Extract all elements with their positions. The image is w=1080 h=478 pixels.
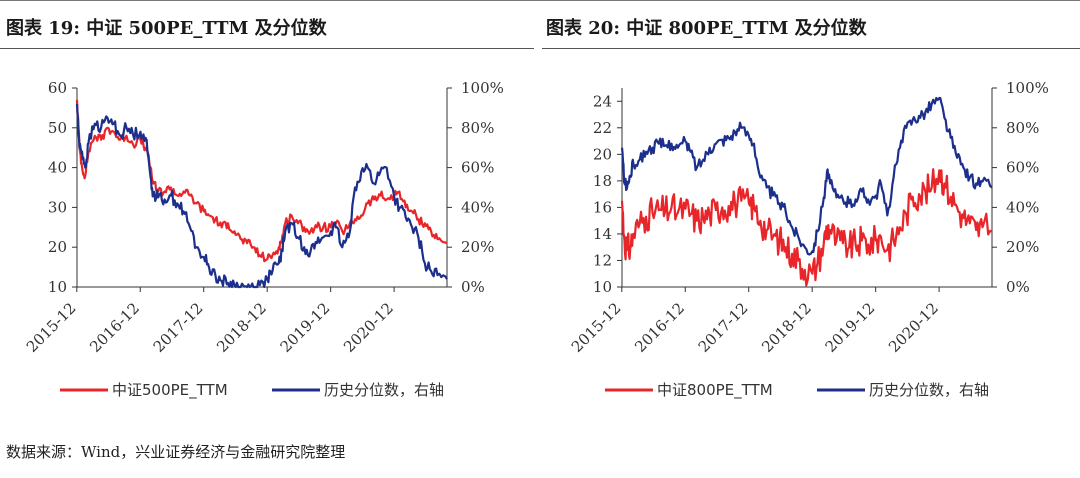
title-underline-right bbox=[542, 48, 1080, 49]
x-tick-label: 2019-12 bbox=[822, 299, 879, 356]
y-left-tick-label: 10 bbox=[593, 278, 612, 296]
y-left-tick-label: 10 bbox=[48, 278, 67, 296]
y-left-tick-label: 12 bbox=[593, 251, 612, 269]
y-left-tick-label: 14 bbox=[593, 225, 612, 243]
x-tick-label: 2020-12 bbox=[885, 299, 942, 356]
y-left-tick-label: 22 bbox=[593, 119, 612, 137]
x-tick-label: 2016-12 bbox=[631, 299, 688, 356]
title-underline-left bbox=[0, 48, 534, 49]
x-tick-label: 2019-12 bbox=[277, 299, 334, 356]
x-tick-label: 2017-12 bbox=[695, 299, 752, 356]
y-left-tick-label: 50 bbox=[48, 119, 67, 137]
y-left-tick-label: 24 bbox=[593, 92, 612, 110]
y-left-tick-label: 60 bbox=[48, 79, 67, 97]
y-left-tick-label: 16 bbox=[593, 198, 612, 216]
y-left-tick-label: 20 bbox=[48, 238, 67, 256]
legend-label-pe: 中证500PE_TTM bbox=[112, 381, 228, 400]
pe-series-line bbox=[75, 99, 448, 263]
x-tick-label: 2017-12 bbox=[150, 299, 207, 356]
x-tick-label: 2015-12 bbox=[23, 299, 80, 356]
legend-label-percentile: 历史分位数，右轴 bbox=[324, 381, 444, 399]
y-right-tick-label: 60% bbox=[1006, 159, 1039, 177]
percentile-series-line bbox=[620, 96, 993, 256]
chart-title-left: 图表 19: 中证 500PE_TTM 及分位数 bbox=[6, 18, 327, 39]
y-right-tick-label: 100% bbox=[461, 79, 504, 97]
y-right-tick-label: 20% bbox=[461, 238, 494, 256]
x-tick-label: 2018-12 bbox=[758, 299, 815, 356]
legend-label-percentile: 历史分位数，右轴 bbox=[869, 381, 989, 399]
pe-series-line bbox=[620, 168, 993, 287]
footer-divider bbox=[0, 0, 1080, 1]
y-right-tick-label: 0% bbox=[1006, 278, 1030, 296]
x-tick-label: 2018-12 bbox=[213, 299, 270, 356]
percentile-series-line bbox=[75, 103, 448, 289]
y-left-tick-label: 20 bbox=[593, 145, 612, 163]
pe-chart-800: 10 12 14 16 18 20 22 24 0% 20% 40% 60% 80% 100% 2015-1… bbox=[568, 79, 1049, 400]
y-left-tick-label: 40 bbox=[48, 159, 67, 177]
chart-title-right: 图表 20: 中证 800PE_TTM 及分位数 bbox=[546, 18, 867, 39]
y-left-tick-label: 18 bbox=[593, 172, 612, 190]
legend-label-pe: 中证800PE_TTM bbox=[657, 381, 773, 400]
x-tick-label: 2016-12 bbox=[86, 299, 143, 356]
y-right-tick-label: 40% bbox=[461, 198, 494, 216]
y-right-tick-label: 20% bbox=[1006, 238, 1039, 256]
y-right-tick-label: 80% bbox=[1006, 119, 1039, 137]
x-tick-label: 2020-12 bbox=[340, 299, 397, 356]
y-right-tick-label: 80% bbox=[461, 119, 494, 137]
y-left-tick-label: 30 bbox=[48, 198, 67, 216]
source-note: 数据来源：Wind，兴业证券经济与金融研究院整理 bbox=[6, 443, 346, 461]
y-right-tick-label: 100% bbox=[1006, 79, 1049, 97]
y-right-tick-label: 0% bbox=[461, 278, 485, 296]
y-right-tick-label: 60% bbox=[461, 159, 494, 177]
x-tick-label: 2015-12 bbox=[568, 299, 625, 356]
y-right-tick-label: 40% bbox=[1006, 198, 1039, 216]
